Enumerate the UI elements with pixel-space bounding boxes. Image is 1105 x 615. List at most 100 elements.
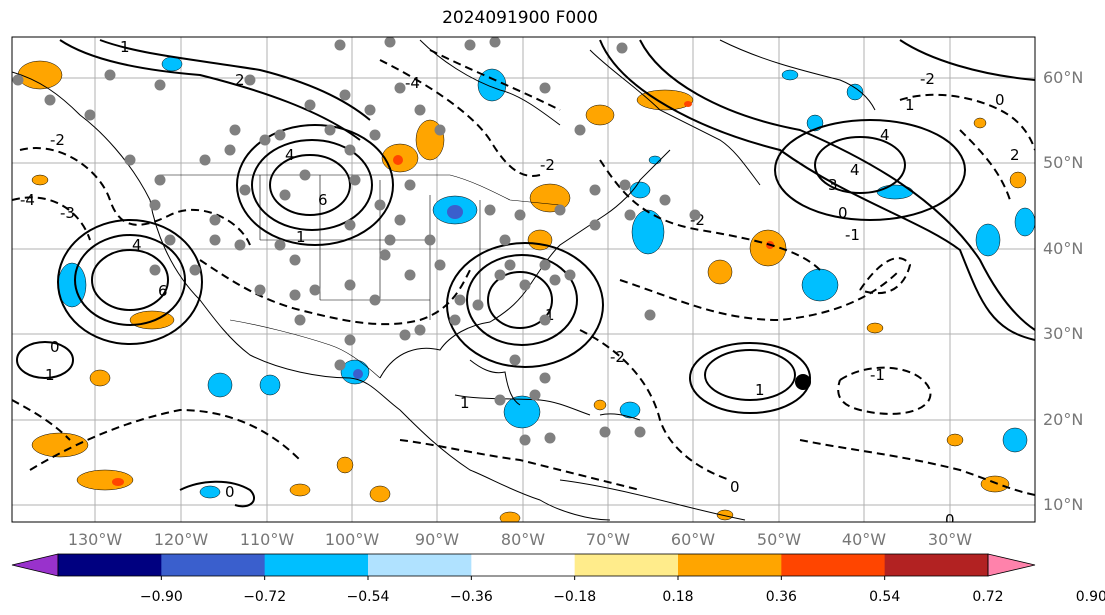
contour-label: 1	[45, 366, 55, 384]
positive-patch	[585, 104, 615, 126]
colorbar-segment	[884, 554, 989, 576]
colorbar-segment	[264, 554, 369, 576]
contour-line	[29, 408, 301, 471]
contour-line	[799, 439, 1035, 496]
station-marker	[404, 269, 416, 281]
negative-patch	[781, 69, 799, 81]
station-marker	[689, 209, 701, 221]
station-marker	[274, 129, 286, 141]
station-marker	[539, 372, 551, 384]
contour-line	[74, 234, 186, 326]
station-marker	[364, 104, 376, 116]
contour-label: 6	[158, 282, 168, 300]
station-marker	[544, 432, 556, 444]
contour-line	[199, 259, 471, 326]
positive-patch	[716, 509, 734, 521]
positive-patch	[336, 456, 354, 474]
station-marker	[154, 79, 166, 91]
contour-line	[379, 59, 541, 177]
contour-line	[12, 399, 71, 441]
colorbar-extend-min	[11, 553, 59, 577]
station-marker	[84, 109, 96, 121]
station-marker	[339, 89, 351, 101]
lat-label-10: 10°N	[1043, 495, 1083, 514]
cuba-coastline	[454, 394, 591, 416]
south-america-coastline	[559, 479, 746, 521]
greenland-coastline	[719, 39, 876, 111]
station-marker	[619, 179, 631, 191]
positive-patch	[593, 399, 607, 411]
station-marker	[634, 426, 646, 438]
negative-patch	[259, 374, 281, 396]
contour-line	[639, 39, 1035, 331]
station-marker	[564, 269, 576, 281]
contour-line	[599, 39, 1035, 341]
station-marker	[244, 74, 256, 86]
positive-patch	[707, 259, 733, 285]
station-marker	[224, 144, 236, 156]
contour-label: -4	[20, 191, 35, 209]
station-marker	[234, 239, 246, 251]
contour-labels: 6 4 6 4 1 1 4 3 4 0 1 0 1 -4 -3 -2 -4 -2…	[20, 38, 1020, 522]
contour-label: 1	[755, 381, 765, 399]
negative-patch	[1002, 427, 1028, 453]
hudson-bay-coastline	[419, 39, 561, 126]
contour-label: -2	[610, 348, 625, 366]
negative-patch	[161, 56, 183, 72]
labrador-coastline	[589, 49, 761, 186]
contour-line	[399, 439, 641, 491]
colorbar-segment	[161, 554, 266, 576]
station-marker	[324, 124, 336, 136]
contour-label: 4	[850, 161, 860, 179]
lat-label-60: 60°N	[1043, 68, 1083, 87]
station-marker	[554, 204, 566, 216]
gridlines	[12, 37, 1035, 522]
contour-line	[959, 129, 1011, 201]
station-markers	[12, 37, 701, 446]
contour-label: -3	[60, 204, 75, 222]
hispaniola-coastline	[599, 413, 641, 421]
negative-patch	[846, 83, 864, 101]
station-marker	[349, 174, 361, 186]
colorbar-tick: 0.18	[662, 589, 693, 605]
negative-patch	[631, 209, 665, 255]
contour-line	[179, 480, 255, 508]
station-marker	[369, 294, 381, 306]
positive-patch	[31, 174, 49, 186]
pacific-coastline	[12, 71, 611, 521]
contour-label: -1	[845, 226, 860, 244]
station-marker	[504, 259, 516, 271]
station-marker	[414, 324, 426, 336]
station-marker	[494, 394, 506, 406]
contour-line	[16, 341, 74, 379]
station-marker	[44, 94, 56, 106]
station-marker	[334, 39, 346, 51]
station-marker	[384, 234, 396, 246]
contour-label: 1	[120, 38, 130, 56]
positive-patch	[31, 432, 89, 458]
station-marker	[104, 69, 116, 81]
station-marker	[434, 124, 446, 136]
contour-label: 2	[235, 71, 245, 89]
lat-label-40: 40°N	[1043, 239, 1083, 258]
positive-patch	[76, 469, 134, 491]
map-title: 2024091900 F000	[442, 8, 598, 28]
station-marker	[304, 99, 316, 111]
contour-label: 6	[318, 191, 328, 209]
positive-patch	[866, 322, 884, 334]
positive-patch	[1009, 171, 1027, 189]
colorbar-tick-labels: −0.90 −0.72 −0.54 −0.36 −0.18 0.18 0.36 …	[140, 589, 1105, 605]
strong-positive-patch	[112, 478, 124, 486]
station-marker	[379, 249, 391, 261]
station-marker	[589, 184, 601, 196]
contour-label: -4	[405, 74, 420, 92]
station-marker	[659, 194, 671, 206]
station-marker	[489, 37, 501, 48]
contour-line	[57, 219, 203, 345]
station-marker	[299, 169, 311, 181]
contour-label: 1	[545, 306, 555, 324]
station-marker	[164, 234, 176, 246]
colorbar-tick: −0.36	[450, 589, 493, 605]
station-marker	[334, 359, 346, 371]
